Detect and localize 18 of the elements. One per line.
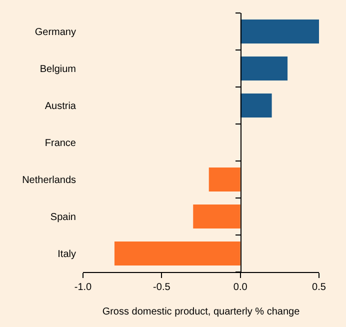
bar [114,241,240,266]
x-tick-label: -1.0 [74,282,92,293]
y-tick-label: Italy [58,249,76,260]
x-axis-title: Gross domestic product, quarterly % change [102,306,300,318]
x-tick-label: -0.5 [153,282,171,293]
bar [193,204,240,229]
bar [240,19,319,44]
y-tick-label: France [44,138,76,149]
y-tick-label: Netherlands [22,175,76,186]
bar [208,167,240,192]
x-tick-label: 0.5 [312,282,326,293]
y-tick-label: Germany [34,27,76,38]
bar [240,56,288,81]
y-tick-label: Spain [50,212,76,223]
y-tick-label: Belgium [40,64,76,75]
bar [240,93,272,118]
x-tick-label: 0.0 [233,282,248,293]
y-tick-label: Austria [44,101,76,112]
